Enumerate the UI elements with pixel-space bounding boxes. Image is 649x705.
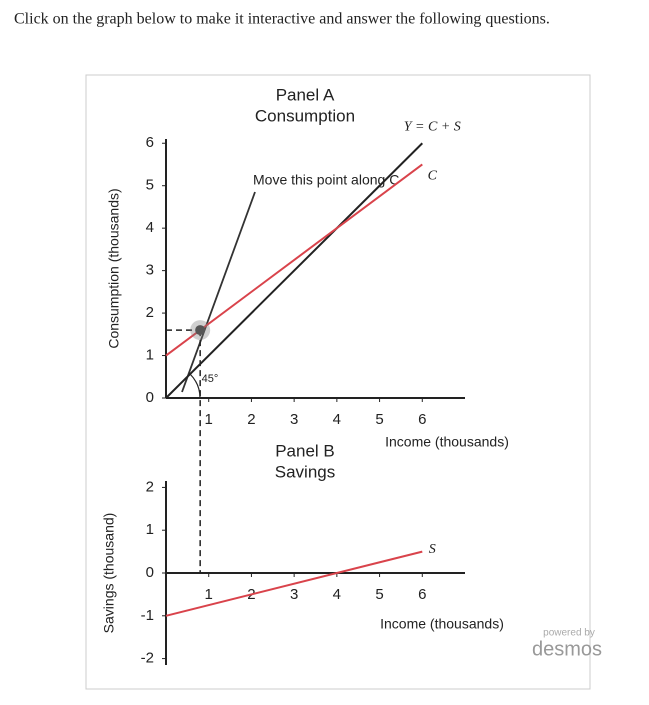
panel-title: Panel A [276,85,335,104]
series-label: Y = C + S [404,119,461,134]
x-tick-label: 6 [418,586,426,603]
powered-by: powered by [543,628,595,639]
x-tick-label: 1 [205,586,213,603]
series-label: S [429,542,436,557]
annotation: Move this point along C [253,172,399,188]
x-tick-label: 5 [375,586,383,603]
panel-subtitle: Consumption [255,106,355,125]
y-tick-label: 3 [146,262,154,279]
y-tick-label: 1 [146,521,154,538]
angle-arc [189,373,201,399]
movable-point[interactable] [195,325,206,336]
y-tick-label: 0 [146,389,154,406]
y-axis-label: Consumption (thousands) [106,188,122,348]
y-tick-label: -2 [141,650,154,667]
brand: desmos [532,638,602,660]
y-axis-label: Savings (thousand) [101,513,117,634]
y-tick-label: -1 [141,607,154,624]
y-tick-label: 6 [146,134,154,151]
panel-title: Panel B [275,441,335,460]
angle-label: 45° [202,373,219,385]
x-axis-label: Income (thousands) [385,434,509,450]
series-label: C [428,169,438,184]
pointer-line [181,191,256,393]
x-tick-label: 2 [247,411,255,428]
y-tick-label: 5 [146,177,154,194]
series-line [165,142,423,399]
y-tick-label: 1 [146,347,154,364]
x-tick-label: 5 [375,411,383,428]
series-line [165,550,423,617]
y-tick-label: 0 [146,564,154,581]
x-axis-label: Income (thousands) [380,616,504,632]
x-tick-label: 1 [205,411,213,428]
series-line [165,163,423,357]
panel-subtitle: Savings [275,462,335,481]
x-tick-label: 6 [418,411,426,428]
y-tick-label: 4 [146,219,154,236]
x-tick-label: 4 [333,586,341,603]
instruction: Click on the graph below to make it inte… [14,11,550,28]
y-tick-label: 2 [146,478,154,495]
graph-frame[interactable] [85,74,591,690]
x-tick-label: 4 [333,411,341,428]
y-tick-label: 2 [146,304,154,321]
x-tick-label: 3 [290,586,298,603]
x-tick-label: 3 [290,411,298,428]
